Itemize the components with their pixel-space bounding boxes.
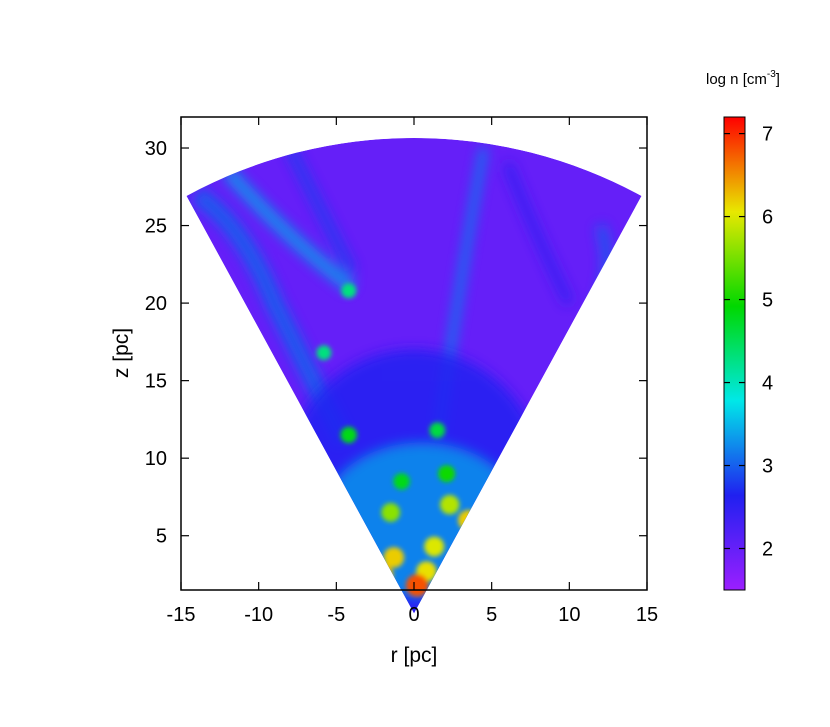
clump-8 [383, 547, 405, 568]
x-axis-title: r [pc] [391, 644, 438, 667]
colorbar-title: log n [cm-3] [706, 69, 780, 88]
x-tick-label: 0 [408, 604, 419, 626]
y-tick-label: 25 [145, 216, 167, 238]
filament-2 [285, 145, 357, 275]
y-axis-ticks: 5 10 15 20 25 30 [145, 138, 647, 548]
clump-2 [341, 283, 357, 299]
colorbar-tick-label: 5 [762, 290, 773, 312]
colorbar-tick-label: 4 [762, 373, 773, 395]
x-tick-label: -10 [244, 604, 273, 626]
colorbar-ticks: 2 3 4 5 6 7 [724, 124, 773, 561]
clump-4 [438, 465, 456, 483]
clump-14 [405, 574, 429, 597]
clump-0 [340, 426, 357, 444]
filament-5 [503, 161, 574, 306]
colorbar: 2 3 4 5 6 7 log n [cm-3] [706, 69, 780, 591]
clump-7 [424, 536, 445, 557]
colorbar-tick-label: 3 [762, 456, 773, 478]
y-tick-label: 5 [156, 526, 167, 548]
filament-1 [222, 166, 357, 294]
y-axis-title: z [pc] [110, 328, 133, 378]
x-tick-label: -5 [327, 604, 345, 626]
colorbar-tick-label: 6 [762, 207, 773, 229]
y-tick-label: 10 [145, 448, 167, 470]
colorbar-tick-label: 7 [762, 124, 773, 146]
x-tick-label: 10 [558, 604, 580, 626]
y-tick-label: 15 [145, 371, 167, 393]
x-tick-label: -15 [167, 604, 196, 626]
clump-5 [393, 473, 410, 490]
y-tick-label: 20 [145, 293, 167, 315]
colorbar-gradient [723, 116, 746, 591]
clump-6 [440, 495, 460, 515]
x-axis-ticks: -15 -10 -5 0 5 10 15 [167, 117, 658, 626]
clump-1 [316, 345, 332, 361]
clump-3 [429, 422, 446, 439]
clump-13 [381, 503, 401, 522]
x-tick-label: 15 [636, 604, 658, 626]
y-tick-label: 30 [145, 138, 167, 160]
colorbar-tick-label: 2 [762, 539, 773, 561]
x-tick-label: 5 [486, 604, 497, 626]
